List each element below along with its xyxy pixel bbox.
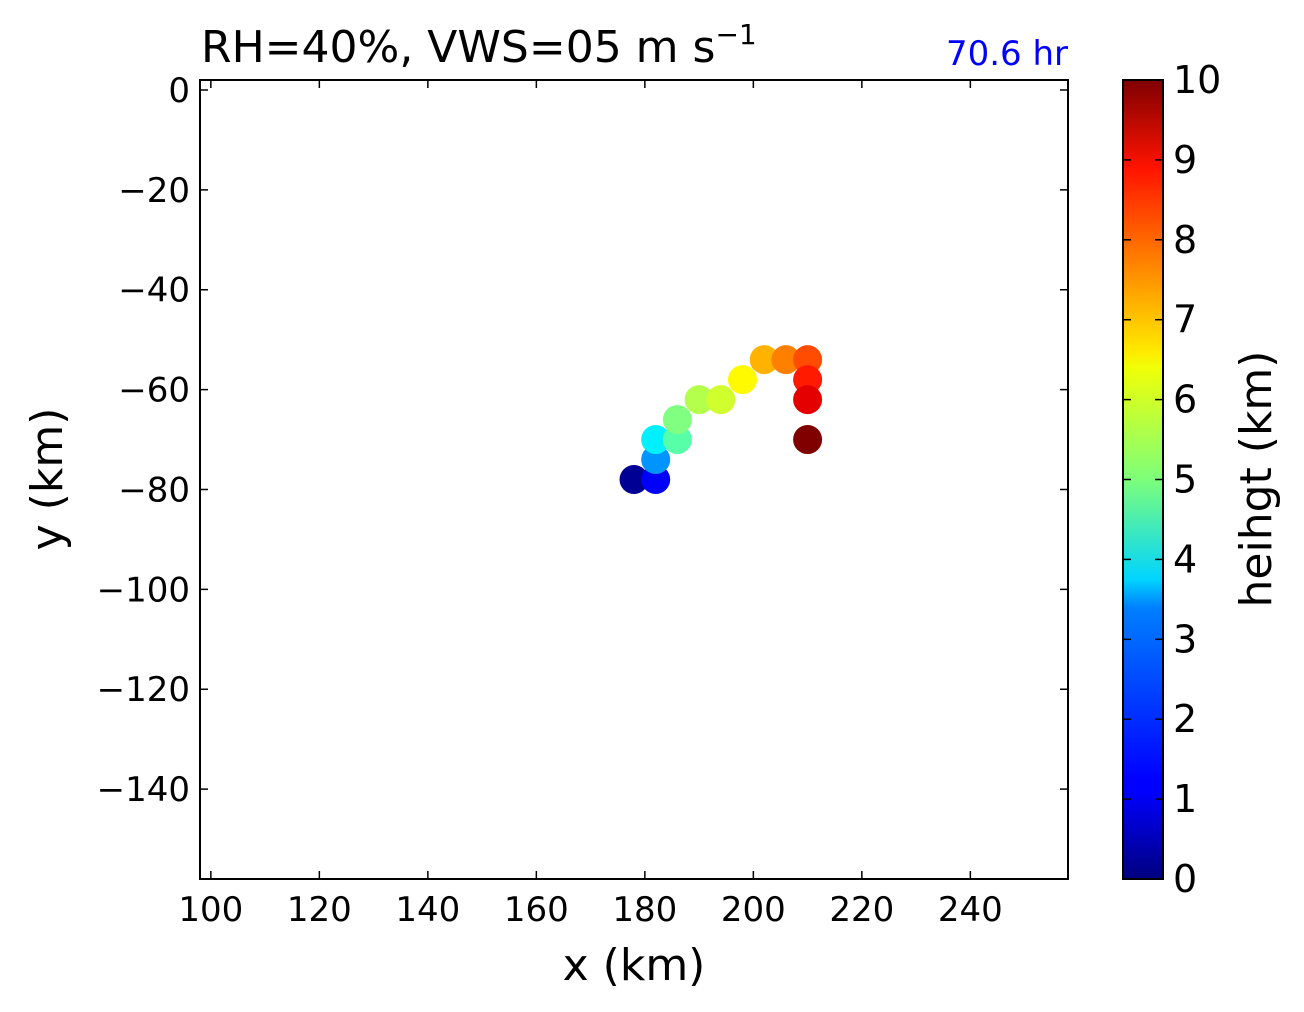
data-point bbox=[771, 345, 801, 375]
y-tick-label: −100 bbox=[97, 570, 190, 610]
x-axis-label: x (km) bbox=[563, 940, 706, 991]
y-tick-label: −40 bbox=[118, 271, 190, 311]
colorbar-tick-label: 2 bbox=[1173, 697, 1197, 741]
y-tick-label: −60 bbox=[118, 371, 190, 411]
y-tick-label: 0 bbox=[168, 71, 190, 111]
y-tick-label: −80 bbox=[118, 470, 190, 510]
data-point bbox=[662, 425, 692, 455]
colorbar-tick-label: 5 bbox=[1173, 458, 1197, 502]
colorbar-tick-label: 4 bbox=[1173, 537, 1197, 581]
data-point bbox=[728, 365, 757, 395]
colorbar-tick-label: 7 bbox=[1173, 298, 1197, 342]
colorbar-tick-label: 8 bbox=[1173, 218, 1197, 262]
x-tick-label: 140 bbox=[395, 890, 460, 930]
data-point bbox=[793, 365, 823, 395]
data-point bbox=[793, 345, 823, 375]
time-label: 70.6 hr bbox=[946, 34, 1068, 74]
data-point bbox=[706, 385, 736, 415]
colorbar-tick-label: 6 bbox=[1173, 378, 1197, 422]
data-point bbox=[641, 445, 671, 475]
data-point bbox=[684, 385, 714, 415]
colorbar: 0 1 2 3 4 5 6 7 8 9 10 heihgt (km) bbox=[1122, 58, 1282, 901]
colorbar-tick-label: 3 bbox=[1173, 617, 1197, 661]
data-point bbox=[619, 465, 649, 494]
data-point bbox=[793, 425, 823, 455]
data-points bbox=[619, 345, 823, 494]
x-tick-label: 160 bbox=[504, 890, 569, 930]
x-tick-label: 240 bbox=[938, 890, 1003, 930]
y-axis: 0 −20 −40 −60 −80 −100 −120 −140 bbox=[97, 71, 1068, 810]
colorbar-tick-label: 1 bbox=[1173, 777, 1197, 821]
colorbar-tick-label: 9 bbox=[1173, 138, 1197, 182]
y-tick-label: −140 bbox=[97, 770, 190, 810]
data-point bbox=[793, 385, 823, 415]
x-tick-label: 220 bbox=[829, 890, 894, 930]
data-point bbox=[641, 425, 671, 455]
x-axis: 100 120 140 160 180 200 220 240 bbox=[178, 80, 1003, 930]
y-tick-label: −20 bbox=[118, 171, 190, 211]
colorbar-tick-label: 0 bbox=[1173, 857, 1197, 901]
x-tick-label: 200 bbox=[721, 890, 786, 930]
colorbar-ticks: 0 1 2 3 4 5 6 7 8 9 10 bbox=[1123, 58, 1221, 901]
x-tick-label: 180 bbox=[612, 890, 677, 930]
x-tick-label: 100 bbox=[178, 890, 243, 930]
data-point bbox=[641, 465, 671, 494]
plot-area: 100 120 140 160 180 200 220 240 0 −20 −40 −60 −80 −1… bbox=[97, 71, 1069, 930]
y-tick-label: −120 bbox=[97, 670, 190, 710]
x-tick-label: 120 bbox=[287, 890, 352, 930]
chart-title: RH=40%, VWS=05 m s−1 bbox=[201, 18, 757, 73]
colorbar-label: heihgt (km) bbox=[1231, 351, 1282, 608]
data-point bbox=[749, 345, 779, 375]
title-exponent: −1 bbox=[715, 18, 756, 51]
data-point bbox=[662, 405, 692, 435]
y-axis-label: y (km) bbox=[22, 408, 73, 551]
colorbar-tick-label: 10 bbox=[1173, 58, 1221, 102]
